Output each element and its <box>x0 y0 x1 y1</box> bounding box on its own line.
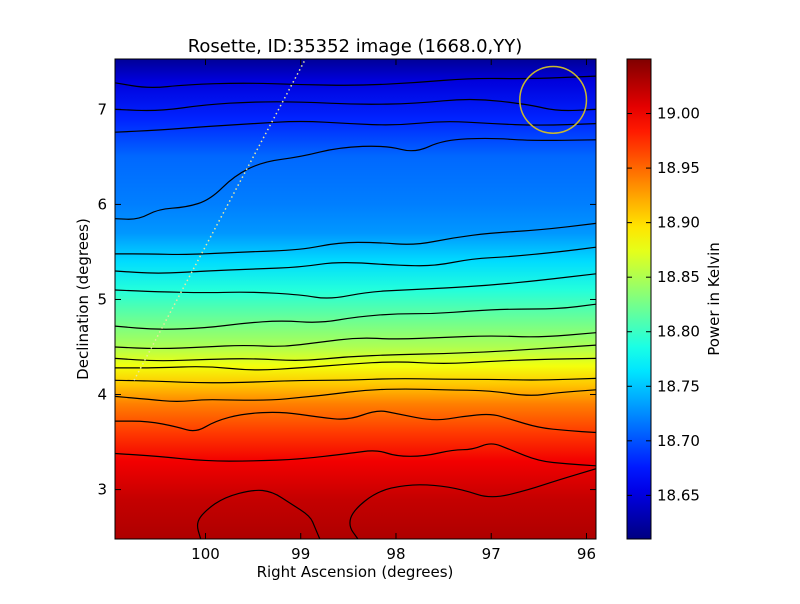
x-axis: 100 99 98 97 96 <box>191 59 596 563</box>
contour-line-3 <box>115 120 596 133</box>
x-tick-label: 99 <box>291 545 310 563</box>
colorbar-tick-label: 18.65 <box>657 486 700 504</box>
colorbar-tick-label: 18.70 <box>657 432 700 450</box>
colorbar-ticks: 18.65 18.70 18.75 18.80 18.85 18.90 18.95 19.00 <box>627 105 700 504</box>
contour-line-8 <box>115 303 596 330</box>
y-tick-label: 7 <box>97 100 107 118</box>
x-tick-label: 96 <box>577 545 596 563</box>
colorbar-tick-label: 18.95 <box>657 159 700 177</box>
y-tick-label: 4 <box>97 386 107 404</box>
contour-line-4 <box>115 137 596 220</box>
x-axis-label: Right Ascension (degrees) <box>257 563 454 581</box>
contour-line-10 <box>115 344 596 362</box>
colorbar-label: Power in Kelvin <box>705 242 723 356</box>
contour-line-5 <box>115 222 596 256</box>
contour-line-12 <box>115 377 596 384</box>
contour-line-15 <box>115 443 596 467</box>
y-tick-label: 3 <box>97 481 107 499</box>
overlay-layer <box>133 59 588 381</box>
heatmap-field <box>115 59 596 539</box>
colorbar: 18.65 18.70 18.75 18.80 18.85 18.90 18.95 19.00… <box>626 58 723 540</box>
contour-line-14 <box>115 410 596 434</box>
beam-circle <box>519 65 588 134</box>
contour-line-2 <box>115 98 596 112</box>
contour-line-7 <box>115 273 596 299</box>
y-tick-label: 5 <box>97 290 107 308</box>
contour-line-17 <box>349 468 596 539</box>
contour-line-16 <box>196 489 321 539</box>
colorbar-tick-label: 18.80 <box>657 323 700 341</box>
plot-area <box>114 58 597 540</box>
colorbar-tick-label: 18.75 <box>657 377 700 395</box>
colorbar-tick-label: 18.85 <box>657 268 700 286</box>
contour-line-6 <box>115 246 596 274</box>
colorbar-tick-label: 19.00 <box>657 105 700 123</box>
contour-line-9 <box>115 332 596 350</box>
y-axis: 3 4 5 6 7 <box>97 100 596 499</box>
contour-layer <box>115 75 596 539</box>
contour-line-11 <box>115 357 596 371</box>
contour-line-1 <box>115 75 596 88</box>
x-tick-label: 98 <box>386 545 405 563</box>
y-axis-label: Declination (degrees) <box>74 218 92 380</box>
colorbar-tick-label: 18.90 <box>657 214 700 232</box>
x-tick-label: 97 <box>482 545 501 563</box>
colorbar-gradient <box>626 58 652 540</box>
y-tick-label: 6 <box>97 195 107 213</box>
chart-title: Rosette, ID:35352 image (1668.0,YY) <box>188 36 523 57</box>
x-tick-label: 100 <box>191 545 220 563</box>
contour-line-13 <box>115 388 596 402</box>
